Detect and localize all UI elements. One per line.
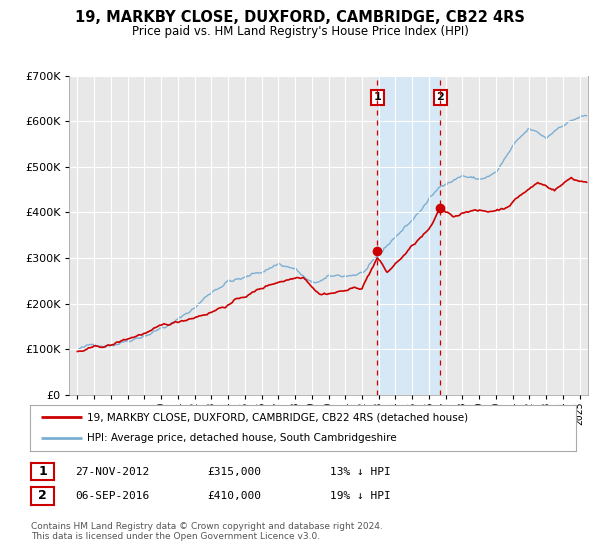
Text: HPI: Average price, detached house, South Cambridgeshire: HPI: Average price, detached house, Sout… [88,433,397,444]
Text: 1: 1 [38,465,47,478]
Text: 1: 1 [374,92,381,102]
Text: 13% ↓ HPI: 13% ↓ HPI [330,466,391,477]
Text: 27-NOV-2012: 27-NOV-2012 [75,466,149,477]
Text: £410,000: £410,000 [207,491,261,501]
Text: 2: 2 [38,489,47,502]
Text: 2: 2 [436,92,444,102]
Text: Contains HM Land Registry data © Crown copyright and database right 2024.
This d: Contains HM Land Registry data © Crown c… [31,522,383,542]
Text: 19, MARKBY CLOSE, DUXFORD, CAMBRIDGE, CB22 4RS: 19, MARKBY CLOSE, DUXFORD, CAMBRIDGE, CB… [75,10,525,25]
Text: £315,000: £315,000 [207,466,261,477]
Text: 19% ↓ HPI: 19% ↓ HPI [330,491,391,501]
Text: 19, MARKBY CLOSE, DUXFORD, CAMBRIDGE, CB22 4RS (detached house): 19, MARKBY CLOSE, DUXFORD, CAMBRIDGE, CB… [88,412,469,422]
Bar [377,76,440,395]
Text: Price paid vs. HM Land Registry's House Price Index (HPI): Price paid vs. HM Land Registry's House … [131,25,469,38]
Text: 06-SEP-2016: 06-SEP-2016 [75,491,149,501]
